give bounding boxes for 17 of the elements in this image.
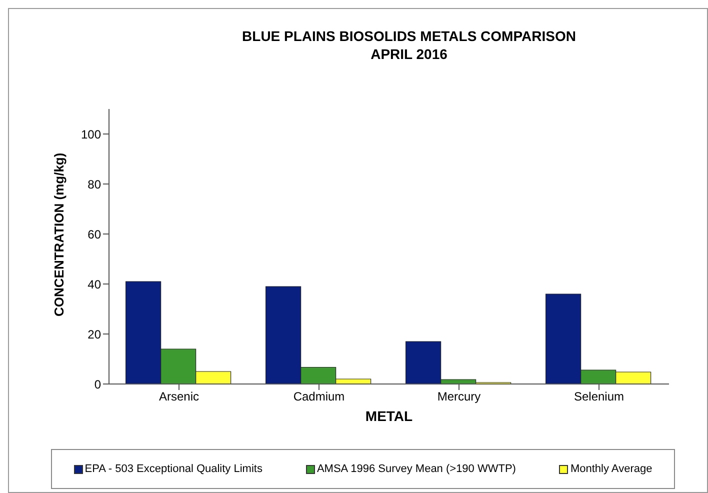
legend-label: Monthly Average — [569, 463, 652, 475]
y-tick-label: 80 — [88, 177, 102, 192]
y-axis-title: CONCENTRATION (mg/kg) — [52, 152, 67, 316]
legend-label: AMSA 1996 Survey Mean (>190 WWTP) — [316, 463, 516, 475]
y-tick-label: 40 — [88, 277, 102, 292]
x-tick-label: Arsenic — [158, 390, 200, 404]
x-axis-title: METAL — [365, 408, 414, 424]
y-tick-label: 100 — [80, 127, 102, 142]
y-tick-label: 20 — [88, 327, 102, 342]
x-tick-label: Cadmium — [293, 390, 345, 404]
legend-label: EPA - 503 Exceptional Quality Limits — [84, 463, 262, 475]
x-tick-label: Selenium — [574, 390, 624, 404]
chart-subtitle: APRIL 2016 — [370, 45, 448, 63]
y-tick-label: 60 — [88, 227, 102, 242]
x-tick-label: Mercury — [437, 390, 481, 404]
chart-title: BLUE PLAINS BIOSOLIDS METALS COMPARISON — [241, 27, 577, 45]
y-tick-label: 0 — [94, 377, 102, 392]
